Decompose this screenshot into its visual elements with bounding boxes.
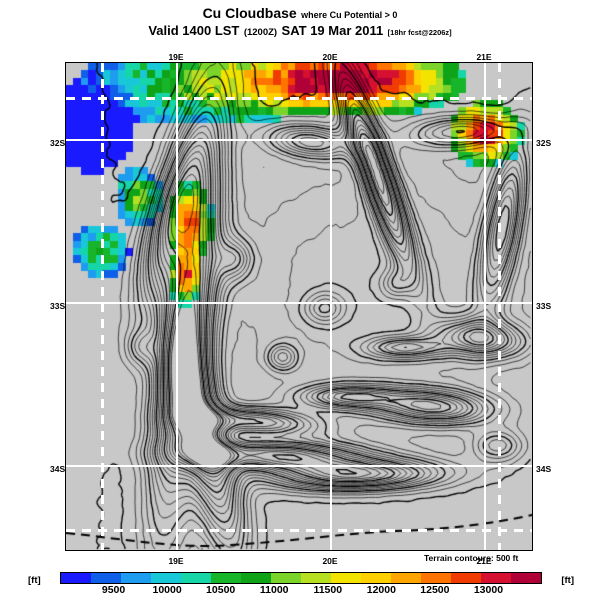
colorbar-tick-11500: 11500 (313, 584, 343, 596)
colorbar-swatch-10 (361, 573, 391, 583)
valid-utc-label: (1200Z) (243, 27, 278, 38)
colorbar-swatch-14 (481, 573, 511, 583)
domain-box-right-edge (498, 63, 501, 550)
colorbar-unit-right: [ft] (561, 575, 574, 586)
colorbar-swatch-4 (181, 573, 211, 583)
valid-date-label: SAT 19 Mar 2011 (281, 23, 384, 38)
colorbar-tick-9500: 9500 (101, 584, 126, 596)
colorbar-tick-10500: 10500 (206, 584, 236, 596)
domain-box-bottom-edge (66, 529, 532, 532)
colorbar-tick-13000: 13000 (473, 584, 504, 596)
title-line-1: Cu Cloudbase where Cu Potential > 0 (0, 6, 600, 23)
colorbar-tick-labels: 9500 10000 10500 11000 11500 12000 12500 13000 (60, 584, 542, 596)
tick-bottom-lon-21e: 21E (476, 556, 492, 566)
page-title: Cu Cloudbase (202, 5, 297, 21)
colorbar-tick-12500: 12500 (420, 584, 450, 596)
colorbar-gradient[interactable] (60, 572, 542, 584)
graticule-line-lon-20e (330, 63, 332, 550)
graticule-line-lat-33s (66, 302, 532, 304)
tick-left-lat-32s: 32S (50, 138, 66, 148)
colorbar-tick-10000: 10000 (152, 584, 182, 596)
title-line-2: Valid 1400 LST (1200Z) SAT 19 Mar 2011 [… (0, 23, 600, 40)
colorbar-swatch-1 (91, 573, 121, 583)
tick-right-lat-33s: 33S (536, 301, 552, 311)
colorbar-swatch-5 (211, 573, 241, 583)
forecast-stamp-label: [18hr fcst@2206z] (387, 28, 452, 37)
tick-left-lat-33s: 33S (50, 301, 66, 311)
graticule-line-lat-32s (66, 139, 532, 141)
tick-bottom-lon-19e: 19E (168, 556, 184, 566)
terrain-contour-note: Terrain contours: 500 ft (424, 553, 519, 563)
title-block: Cu Cloudbase where Cu Potential > 0 Vali… (0, 6, 600, 40)
colorbar-swatch-0 (61, 573, 91, 583)
domain-box-left-edge (101, 63, 104, 550)
title-condition: where Cu Potential > 0 (301, 10, 398, 20)
colorbar-tick-12000: 12000 (366, 584, 396, 596)
tick-top-lon-19e: 19E (168, 52, 184, 62)
colorbar-swatch-3 (151, 573, 181, 583)
colorbar-swatch-6 (241, 573, 271, 583)
colorbar-swatch-2 (121, 573, 151, 583)
tick-top-lon-20e: 20E (322, 52, 338, 62)
colorbar-swatch-12 (421, 573, 451, 583)
graticule-line-lat-34s (66, 465, 532, 467)
tick-top-lon-21e: 21E (476, 52, 492, 62)
terrain-contour-canvas (66, 63, 532, 550)
colorbar-tick-11000: 11000 (259, 584, 289, 596)
colorbar-swatch-15 (511, 573, 541, 583)
colorbar-unit-left: [ft] (28, 575, 41, 586)
graticule-line-lon-21e (484, 63, 486, 550)
colorbar-swatch-7 (271, 573, 301, 583)
domain-box-top-edge (66, 97, 532, 100)
colorbar-swatch-11 (391, 573, 421, 583)
tick-left-lat-34s: 34S (50, 464, 66, 474)
colorbar-swatch-8 (301, 573, 331, 583)
colorbar-swatch-13 (451, 573, 481, 583)
colorbar: [ft] [ft] 9500 10000 10500 11000 11500 12000 1… (28, 570, 574, 596)
colorbar-swatch-9 (331, 573, 361, 583)
tick-right-lat-32s: 32S (536, 138, 552, 148)
map-plot-area[interactable] (65, 62, 533, 551)
graticule-line-lon-19e (176, 63, 178, 550)
tick-right-lat-34s: 34S (536, 464, 552, 474)
valid-time-label: Valid 1400 LST (148, 23, 240, 38)
tick-bottom-lon-20e: 20E (322, 556, 338, 566)
